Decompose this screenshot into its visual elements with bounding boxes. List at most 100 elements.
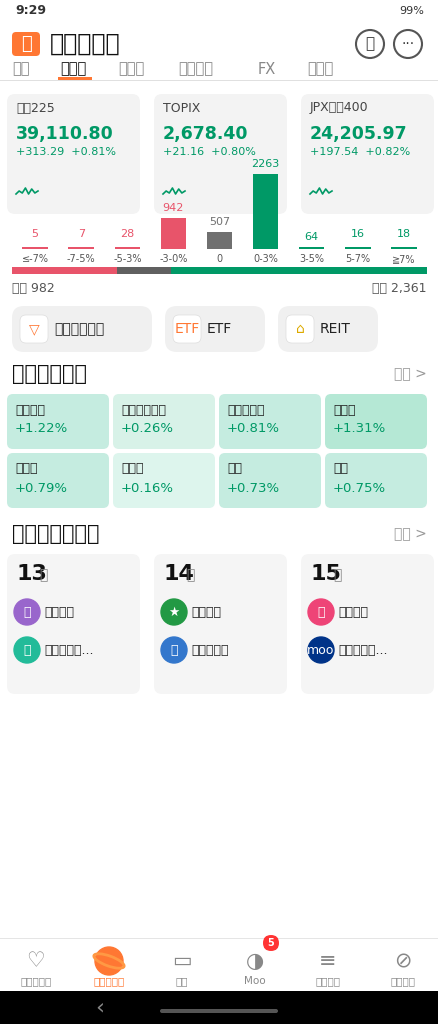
Text: 2263: 2263 — [251, 159, 279, 169]
Text: 決算カレンダー: 決算カレンダー — [12, 524, 99, 544]
FancyBboxPatch shape — [7, 94, 140, 214]
Text: マーケット: マーケット — [50, 32, 120, 56]
Text: -5-3%: -5-3% — [113, 254, 141, 264]
Text: 0: 0 — [216, 254, 222, 264]
Bar — [160, 218, 186, 249]
Bar — [0, 939, 438, 1024]
FancyBboxPatch shape — [285, 315, 313, 343]
Text: お気に入り: お気に入り — [20, 976, 52, 986]
Text: ⊘: ⊘ — [393, 951, 411, 971]
Text: 13: 13 — [17, 564, 48, 584]
FancyBboxPatch shape — [219, 453, 320, 508]
Bar — [390, 247, 416, 249]
FancyBboxPatch shape — [324, 453, 426, 508]
Text: 5-7%: 5-7% — [344, 254, 370, 264]
Text: 投資ナビ: 投資ナビ — [390, 976, 414, 986]
Text: Moo: Moo — [244, 976, 265, 986]
Text: 概要: 概要 — [12, 61, 29, 77]
Bar — [252, 174, 278, 249]
Text: ETF: ETF — [174, 322, 199, 336]
Text: 7: 7 — [78, 229, 85, 239]
Bar — [298, 247, 324, 249]
Text: ‹: ‹ — [95, 997, 104, 1017]
Text: 金: 金 — [332, 568, 341, 582]
Bar — [58, 77, 92, 80]
Circle shape — [14, 599, 40, 625]
Text: ▭: ▭ — [172, 951, 191, 971]
Text: ニュース: ニュース — [315, 976, 340, 986]
Bar — [22, 247, 48, 249]
FancyBboxPatch shape — [7, 554, 140, 694]
FancyBboxPatch shape — [20, 315, 48, 343]
Text: ★: ★ — [168, 605, 179, 618]
FancyBboxPatch shape — [7, 453, 109, 508]
Text: 東: 東 — [23, 643, 31, 656]
Text: ⌂: ⌂ — [295, 322, 304, 336]
Text: 日経225: 日経225 — [16, 101, 55, 115]
Text: 28: 28 — [120, 229, 134, 239]
Bar — [117, 267, 171, 274]
Text: +1.31%: +1.31% — [332, 423, 385, 435]
Text: ≧7%: ≧7% — [391, 254, 415, 264]
Text: moo: moo — [307, 643, 334, 656]
Circle shape — [161, 637, 187, 663]
Bar — [68, 247, 94, 249]
Text: 小売業: 小売業 — [121, 463, 143, 475]
Text: その他: その他 — [306, 61, 332, 77]
FancyBboxPatch shape — [262, 935, 279, 951]
Text: 39,110.80: 39,110.80 — [16, 125, 113, 143]
Text: 東建コーポ...: 東建コーポ... — [44, 643, 93, 656]
FancyBboxPatch shape — [165, 306, 265, 352]
Text: エイチ・ア...: エイチ・ア... — [337, 643, 387, 656]
Text: 神戸物産: 神戸物産 — [191, 605, 220, 618]
Text: 🔍: 🔍 — [364, 37, 374, 51]
FancyBboxPatch shape — [173, 315, 201, 343]
Text: +1.22%: +1.22% — [15, 423, 68, 435]
Text: +0.26%: +0.26% — [121, 423, 173, 435]
FancyBboxPatch shape — [219, 394, 320, 449]
Text: FX: FX — [258, 61, 276, 77]
Text: 電気機器: 電気機器 — [15, 403, 45, 417]
Text: ビジョナル: ビジョナル — [191, 643, 228, 656]
Text: 詳細 >: 詳細 > — [393, 367, 426, 381]
Text: 2,678.40: 2,678.40 — [162, 125, 248, 143]
Text: 64: 64 — [304, 231, 318, 242]
Text: 0-3%: 0-3% — [253, 254, 277, 264]
Text: 情報・通信業: 情報・通信業 — [121, 403, 166, 417]
Text: +313.29  +0.81%: +313.29 +0.81% — [16, 147, 116, 157]
Text: ◑: ◑ — [245, 951, 264, 971]
Text: +0.73%: +0.73% — [226, 481, 279, 495]
Text: 下落 982: 下落 982 — [12, 282, 55, 295]
FancyBboxPatch shape — [7, 394, 109, 449]
Text: +0.81%: +0.81% — [226, 423, 279, 435]
FancyBboxPatch shape — [113, 394, 215, 449]
Text: TOPIX: TOPIX — [162, 101, 200, 115]
Circle shape — [14, 637, 40, 663]
FancyBboxPatch shape — [300, 94, 433, 214]
Text: -3-0%: -3-0% — [159, 254, 187, 264]
FancyBboxPatch shape — [324, 394, 426, 449]
Text: 16: 16 — [350, 229, 364, 239]
Text: 942: 942 — [162, 203, 184, 213]
FancyBboxPatch shape — [12, 32, 40, 56]
Text: 卸売業: 卸売業 — [15, 463, 37, 475]
FancyBboxPatch shape — [12, 306, 152, 352]
Text: 24,205.97: 24,205.97 — [309, 125, 407, 143]
Text: 詳細 >: 詳細 > — [393, 527, 426, 541]
Text: 18: 18 — [396, 229, 410, 239]
Text: 507: 507 — [208, 217, 230, 227]
FancyBboxPatch shape — [159, 1009, 277, 1013]
Bar — [171, 267, 426, 274]
Text: アスクル: アスクル — [337, 605, 367, 618]
Text: マーケット: マーケット — [93, 976, 124, 986]
Text: ETF: ETF — [207, 322, 232, 336]
Text: +0.79%: +0.79% — [15, 481, 68, 495]
Text: -7-5%: -7-5% — [67, 254, 95, 264]
FancyBboxPatch shape — [277, 306, 377, 352]
Text: 輸送用機器: 輸送用機器 — [226, 403, 264, 417]
Text: ビ: ビ — [170, 643, 177, 656]
Text: 木: 木 — [186, 568, 194, 582]
Text: スクリーナー: スクリーナー — [54, 322, 104, 336]
Text: ヒートマップ: ヒートマップ — [12, 364, 87, 384]
Bar — [344, 247, 370, 249]
